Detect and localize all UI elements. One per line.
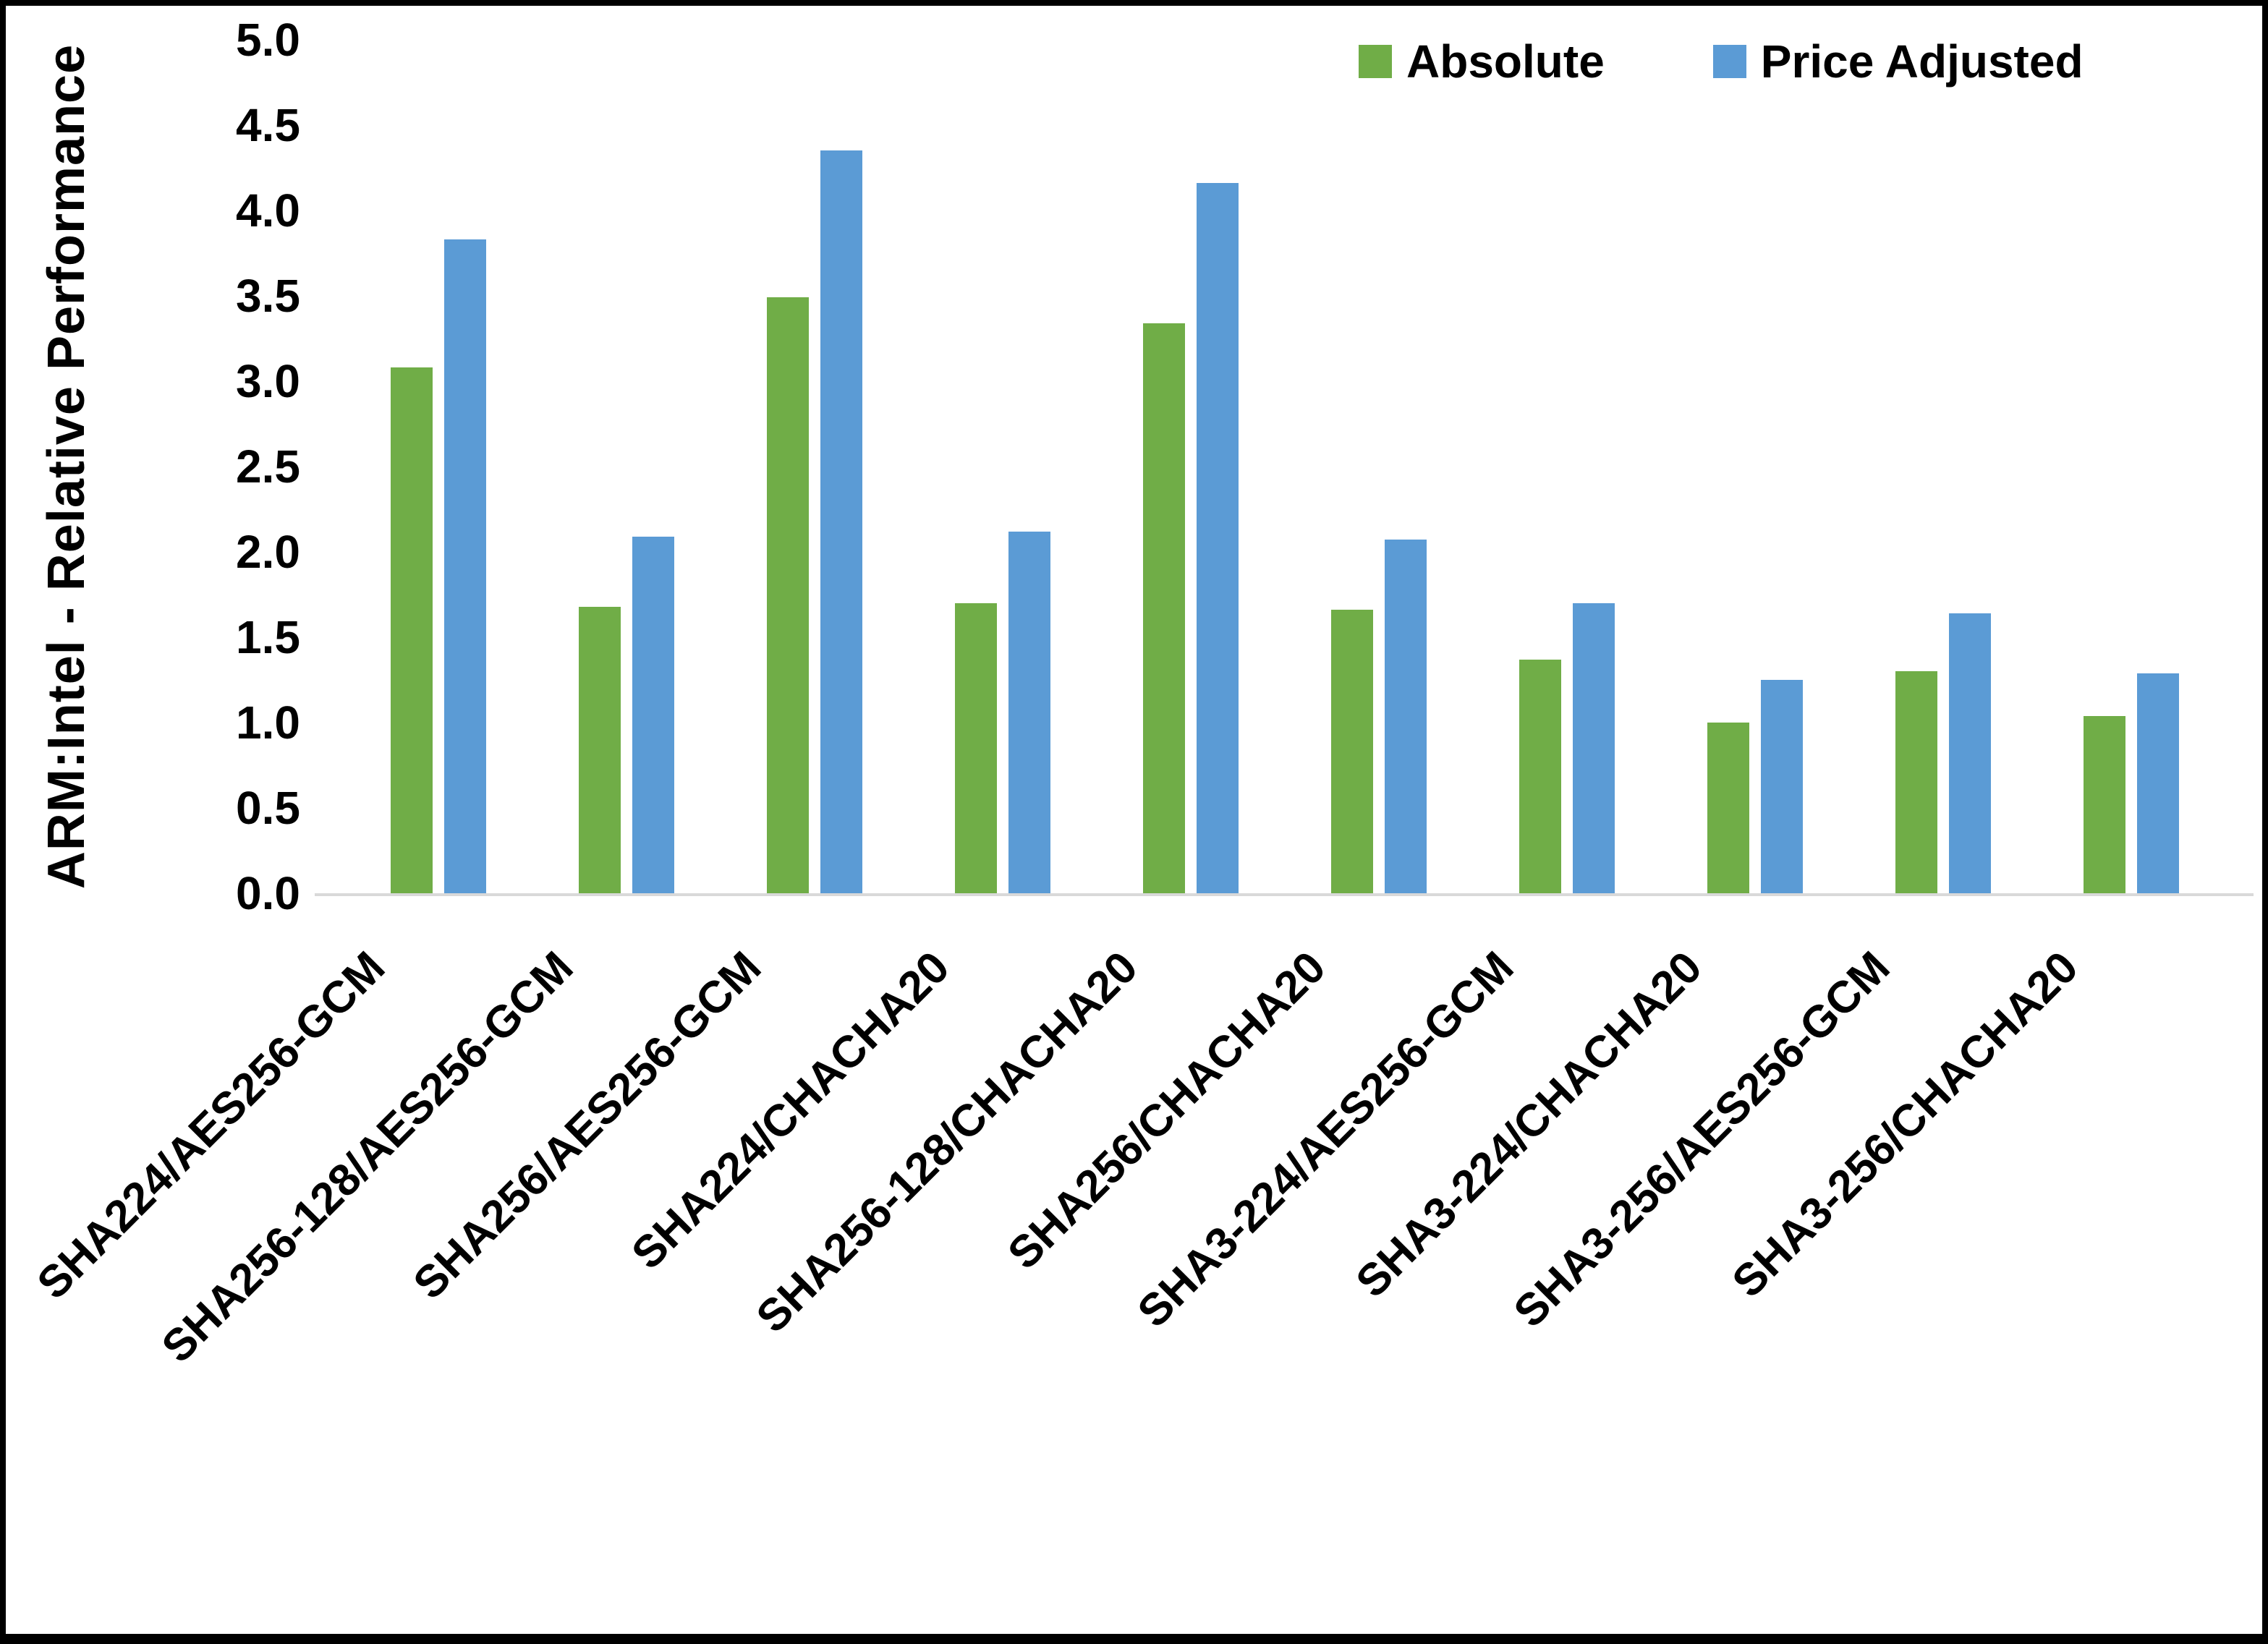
bar-price-adjusted xyxy=(1385,540,1427,893)
y-axis-tick-label: 5.0 xyxy=(236,14,300,66)
bar-price-adjusted xyxy=(444,239,486,893)
y-axis-tick-label: 0.0 xyxy=(236,867,300,919)
frame-border-bottom xyxy=(0,1634,2268,1644)
y-axis-tick-label: 3.0 xyxy=(236,355,300,407)
bar-price-adjusted xyxy=(1573,603,1615,893)
bar-price-adjusted xyxy=(820,150,862,893)
legend-swatch-price-adjusted-icon xyxy=(1712,45,1746,78)
x-axis-category-label: SHA3-256/AES256-GCM xyxy=(1504,942,1900,1337)
x-axis-baseline xyxy=(315,893,2254,896)
y-axis-tick-label: 2.5 xyxy=(236,440,300,493)
bar-absolute xyxy=(767,297,809,893)
bar-absolute xyxy=(955,603,997,893)
x-axis-category-label: SHA3-256/CHACHA20 xyxy=(1723,942,2088,1308)
bar-absolute xyxy=(1707,723,1749,893)
x-axis-category-label: SHA224/AES256-GCM xyxy=(27,942,395,1309)
bar-price-adjusted xyxy=(632,537,674,893)
y-axis-tick-label: 0.5 xyxy=(236,782,300,834)
legend-label-price-adjusted: Price Adjusted xyxy=(1760,35,2084,88)
x-axis-category-label: SHA256/AES256-GCM xyxy=(404,942,771,1309)
y-axis-tick-label: 4.5 xyxy=(236,99,300,151)
bar-absolute xyxy=(1519,660,1561,893)
bar-absolute xyxy=(579,607,621,893)
y-axis-tick-label: 4.0 xyxy=(236,184,300,237)
bar-price-adjusted xyxy=(1761,680,1803,893)
plot-area xyxy=(326,40,2250,893)
bar-price-adjusted xyxy=(1008,532,1050,893)
bar-price-adjusted xyxy=(2137,673,2179,893)
legend-item-price-adjusted: Price Adjusted xyxy=(1712,35,2084,88)
bar-absolute xyxy=(1895,671,1937,893)
bar-price-adjusted xyxy=(1949,613,1991,893)
legend-label-absolute: Absolute xyxy=(1406,35,1605,88)
frame-border-top xyxy=(0,0,2268,6)
legend: Absolute Price Adjusted xyxy=(1359,35,2084,88)
y-axis-title: ARM:Intel - Relative Performance xyxy=(38,43,95,890)
bar-absolute xyxy=(1143,323,1185,893)
bar-absolute xyxy=(2084,716,2125,893)
bar-price-adjusted xyxy=(1197,183,1239,893)
legend-item-absolute: Absolute xyxy=(1359,35,1605,88)
frame-border-left xyxy=(0,0,6,1644)
bar-absolute xyxy=(391,367,433,893)
frame-border-right xyxy=(2262,0,2268,1644)
y-axis-tick-label: 3.5 xyxy=(236,270,300,322)
y-axis-tick-label: 1.0 xyxy=(236,697,300,749)
x-axis-category-label: SHA256/CHACHA20 xyxy=(998,942,1335,1279)
x-axis-category-label: SHA256-128/CHACHA20 xyxy=(747,942,1147,1342)
x-axis-category-label: SHA3-224/AES256-GCM xyxy=(1128,942,1524,1337)
bar-absolute xyxy=(1331,610,1373,893)
legend-swatch-absolute-icon xyxy=(1359,45,1392,78)
y-axis-tick-label: 2.0 xyxy=(236,526,300,578)
x-axis-category-label: SHA3-224/CHACHA20 xyxy=(1346,942,1712,1308)
y-axis-tick-label: 1.5 xyxy=(236,611,300,663)
x-axis-category-label: SHA224/CHACHA20 xyxy=(622,942,959,1279)
